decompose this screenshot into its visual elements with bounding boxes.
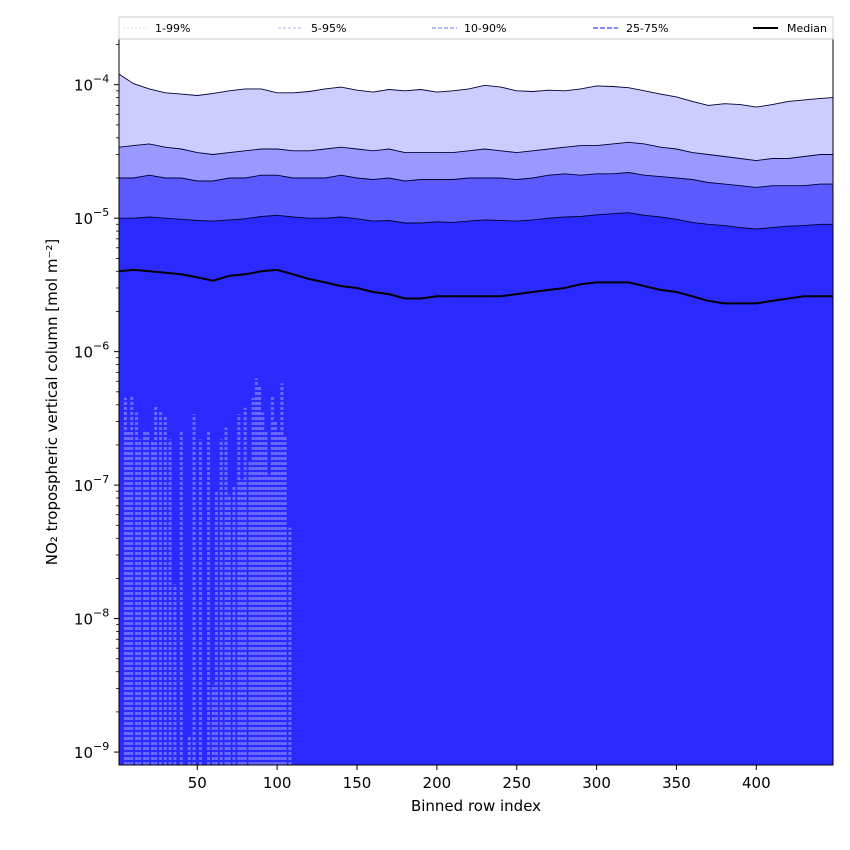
line-99%: [119, 73, 833, 108]
y-tick-exponent: −5: [93, 206, 109, 219]
percentile-lines: [119, 73, 833, 305]
x-axis-label: Binned row index: [411, 797, 541, 815]
y-tick-exponent: −9: [93, 740, 109, 753]
x-tick-label: 250: [502, 774, 531, 792]
x-tick-label: 350: [662, 774, 691, 792]
y-tick-exponent: −8: [93, 607, 109, 620]
x-tick-label: 100: [263, 774, 292, 792]
x-tick-label: 150: [343, 774, 372, 792]
line-95%: [119, 141, 833, 162]
x-tick-label: 400: [742, 774, 771, 792]
y-axis-label: NO₂ tropospheric vertical column [mol m⁻…: [43, 239, 61, 565]
legend-label: 10-90%: [464, 22, 506, 35]
x-tick-label: 50: [188, 774, 207, 792]
one-percentile-spikes: [123, 378, 292, 765]
x-axis: 50 100 150 200 250 300 350 400: [188, 765, 771, 792]
legend-box: [118, 16, 834, 40]
y-tick-label: 10: [74, 611, 93, 629]
y-tick-label: 10: [74, 744, 93, 762]
y-tick-exponent: −6: [93, 340, 109, 353]
y-tick-label: 10: [74, 344, 93, 362]
y-tick-label: 10: [74, 77, 93, 95]
band-25-75%: [119, 212, 833, 765]
legend-label: 1-99%: [155, 22, 190, 35]
legend-label: 25-75%: [626, 22, 668, 35]
legend: 1-99% 5-95% 10-90% 25-75% Median: [118, 16, 834, 40]
legend-label: Median: [787, 22, 827, 35]
percentile-bands: [119, 74, 833, 765]
y-tick-label: 10: [74, 210, 93, 228]
y-tick-exponent: −7: [93, 473, 109, 486]
line-75%: [119, 212, 833, 230]
y-axis: 10−910−810−710−610−510−4: [74, 44, 119, 762]
line-median: [119, 268, 833, 305]
y-tick-label: 10: [74, 477, 93, 495]
legend-label: 5-95%: [311, 22, 346, 35]
y-tick-exponent: −4: [93, 73, 109, 86]
x-tick-label: 300: [582, 774, 611, 792]
line-90%: [119, 172, 833, 188]
x-tick-label: 200: [423, 774, 452, 792]
